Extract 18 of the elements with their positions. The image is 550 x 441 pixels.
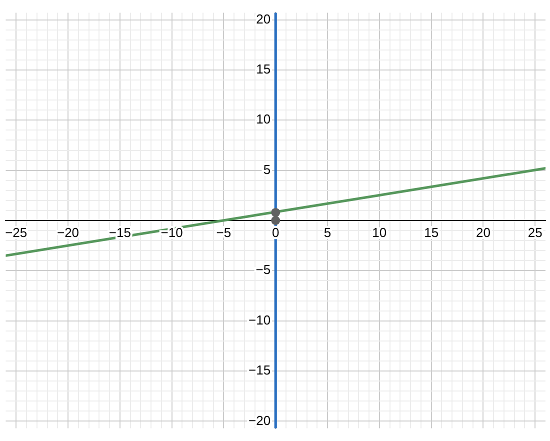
x-tick-label: 5 bbox=[324, 224, 332, 240]
y-tick-label: 10 bbox=[256, 112, 271, 127]
y-tick-label: −15 bbox=[248, 362, 271, 378]
y-tick-label: 15 bbox=[256, 62, 271, 77]
x-tick-label: −20 bbox=[56, 224, 80, 240]
x-tick-label: −5 bbox=[216, 224, 232, 240]
x-tick-label: −10 bbox=[160, 224, 183, 240]
x-tick-label: 20 bbox=[476, 224, 490, 240]
x-tick-label: 10 bbox=[372, 224, 387, 240]
x-tick-label: −15 bbox=[108, 224, 131, 240]
y-tick-label: 5 bbox=[263, 162, 271, 177]
x-tick-label: 25 bbox=[528, 224, 542, 240]
x-tick-label: 15 bbox=[424, 224, 439, 240]
y-tick-label: 20 bbox=[256, 11, 271, 26]
y-tick-label: −20 bbox=[248, 412, 271, 428]
y-tick-label: −5 bbox=[256, 262, 271, 278]
x-tick-label: −25 bbox=[5, 224, 28, 240]
y-tick-label: −10 bbox=[248, 312, 271, 328]
